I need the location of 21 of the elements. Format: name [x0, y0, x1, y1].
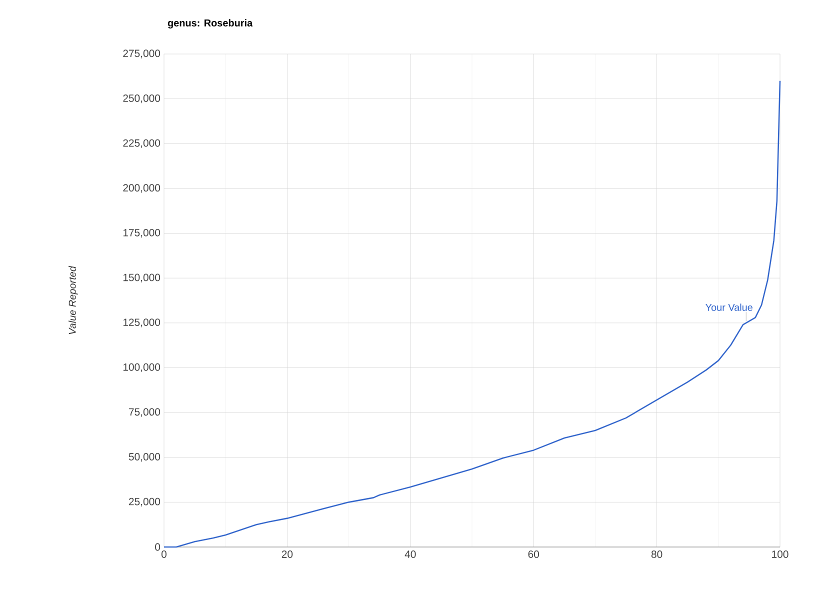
x-tick-label: 20	[282, 550, 293, 558]
x-tick-label: 40	[404, 550, 416, 558]
y-tick-label: 200,000	[123, 184, 160, 193]
y-tick-label: 125,000	[123, 318, 160, 328]
annotation: Your Value	[706, 304, 752, 311]
y-tick-label: 150,000	[123, 274, 160, 282]
x-tick-label: 80	[651, 550, 662, 558]
y-tick-label: 175,000	[123, 228, 160, 238]
x-tick-label: 0	[162, 550, 166, 558]
chart-title: genus: Roseburia	[168, 19, 253, 28]
y-tick-label: 0	[155, 543, 160, 551]
y-tick-label: 100,000	[123, 363, 160, 372]
y-tick-label: 250,000	[123, 94, 160, 104]
y-tick-label: 50,000	[128, 453, 160, 462]
y-tick-label: 225,000	[123, 139, 160, 148]
y-tick-label: 275,000	[123, 50, 160, 58]
x-tick-label: 60	[528, 550, 540, 558]
y-axis-title: Value Reported	[68, 266, 78, 334]
x-tick-label: 100	[772, 550, 788, 558]
y-tick-label: 75,000	[129, 408, 160, 417]
y-tick-label: 25,000	[129, 498, 160, 507]
